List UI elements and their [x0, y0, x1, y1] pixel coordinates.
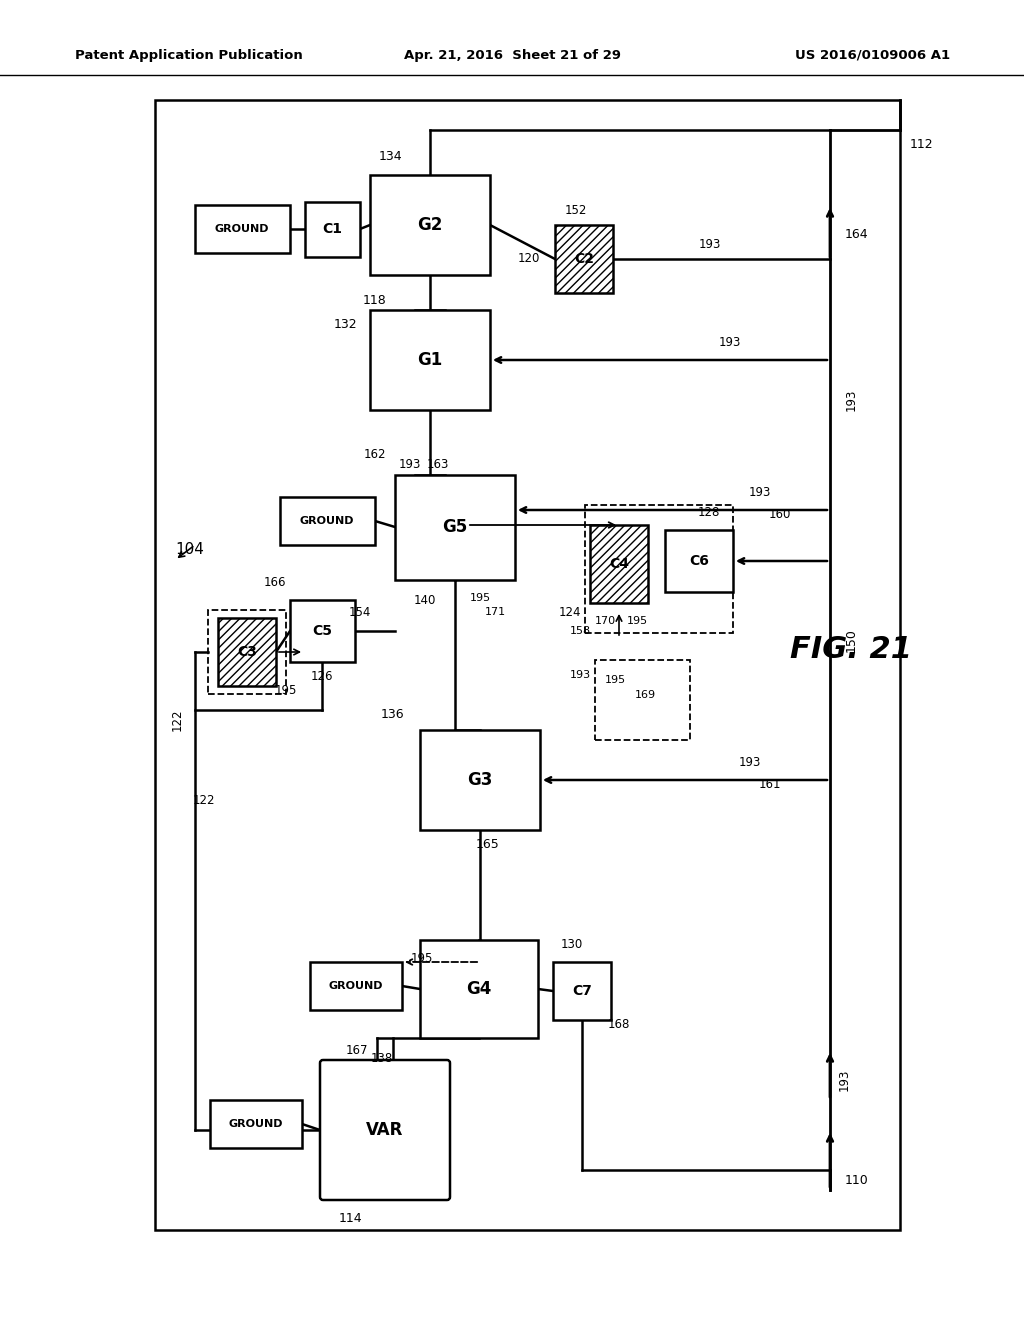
Text: US 2016/0109006 A1: US 2016/0109006 A1: [795, 49, 950, 62]
Text: 193: 193: [738, 755, 761, 768]
Text: 195: 195: [627, 616, 647, 626]
Text: 154: 154: [349, 606, 371, 619]
Text: 126: 126: [310, 671, 333, 684]
Text: G3: G3: [467, 771, 493, 789]
Text: VAR: VAR: [367, 1121, 403, 1139]
Text: 171: 171: [484, 607, 506, 616]
Bar: [595, 660, 690, 741]
Text: 110: 110: [845, 1173, 868, 1187]
Text: 132: 132: [333, 318, 356, 331]
Bar: [195, 205, 290, 253]
Text: C4: C4: [609, 557, 629, 572]
Text: FIG. 21: FIG. 21: [790, 635, 912, 664]
Bar: [665, 531, 733, 591]
Text: 193: 193: [569, 671, 591, 680]
Text: C5: C5: [312, 624, 332, 638]
Bar: [420, 730, 540, 830]
Text: G4: G4: [466, 979, 492, 998]
Text: Apr. 21, 2016  Sheet 21 of 29: Apr. 21, 2016 Sheet 21 of 29: [403, 49, 621, 62]
Text: 134: 134: [378, 150, 401, 164]
Text: 122: 122: [193, 793, 215, 807]
Bar: [155, 100, 900, 1230]
Text: 169: 169: [635, 690, 655, 700]
Text: 195: 195: [469, 593, 490, 603]
Bar: [590, 525, 648, 603]
Text: 158: 158: [569, 626, 591, 636]
Text: C2: C2: [574, 252, 594, 267]
Text: 193: 193: [845, 389, 858, 412]
Text: GROUND: GROUND: [300, 516, 354, 525]
Bar: [555, 224, 613, 293]
Text: C3: C3: [238, 645, 257, 659]
Text: 120: 120: [517, 252, 540, 265]
Text: 195: 195: [274, 685, 297, 697]
Text: 162: 162: [364, 449, 386, 462]
Bar: [210, 1100, 302, 1148]
Text: GROUND: GROUND: [215, 224, 269, 234]
Text: 112: 112: [910, 139, 934, 152]
Text: 167: 167: [346, 1044, 369, 1056]
FancyBboxPatch shape: [319, 1060, 450, 1200]
Bar: [370, 310, 490, 411]
Text: 161: 161: [759, 779, 781, 792]
Text: 166: 166: [264, 576, 287, 589]
Text: 163: 163: [427, 458, 450, 471]
Text: 152: 152: [565, 203, 587, 216]
Text: 164: 164: [845, 228, 868, 242]
Text: G5: G5: [442, 517, 468, 536]
Text: 124: 124: [559, 606, 582, 619]
Bar: [280, 498, 375, 545]
Text: C1: C1: [322, 222, 342, 236]
Text: Patent Application Publication: Patent Application Publication: [75, 49, 303, 62]
Text: 114: 114: [338, 1212, 361, 1225]
Text: 193: 193: [698, 238, 721, 251]
Text: 130: 130: [561, 937, 583, 950]
Text: C7: C7: [572, 983, 592, 998]
Text: 138: 138: [371, 1052, 393, 1064]
Bar: [218, 618, 276, 686]
Bar: [395, 475, 515, 579]
Text: 193: 193: [398, 458, 421, 471]
Text: 165: 165: [476, 838, 500, 851]
Bar: [305, 202, 360, 257]
Text: 170: 170: [595, 616, 615, 626]
Bar: [370, 176, 490, 275]
Bar: [585, 506, 733, 634]
Text: 193: 193: [838, 1069, 851, 1092]
Bar: [420, 940, 538, 1038]
Text: C6: C6: [689, 554, 709, 568]
Text: GROUND: GROUND: [228, 1119, 284, 1129]
Bar: [290, 601, 355, 663]
Text: G1: G1: [418, 351, 442, 370]
Text: 118: 118: [364, 293, 387, 306]
Text: 136: 136: [380, 709, 403, 722]
Text: 104: 104: [175, 543, 204, 557]
Text: 122: 122: [171, 709, 183, 731]
Text: 128: 128: [697, 506, 720, 519]
Text: 140: 140: [414, 594, 436, 606]
Text: GROUND: GROUND: [329, 981, 383, 991]
Text: G2: G2: [418, 216, 442, 234]
Text: 193: 193: [749, 486, 771, 499]
Text: 168: 168: [608, 1019, 630, 1031]
Text: 195: 195: [604, 675, 626, 685]
Bar: [208, 610, 286, 694]
Bar: [310, 962, 402, 1010]
Bar: [553, 962, 611, 1020]
Text: 150: 150: [845, 628, 858, 652]
Text: 195: 195: [411, 952, 433, 965]
Text: 160: 160: [769, 508, 792, 521]
Text: 193: 193: [719, 335, 741, 348]
